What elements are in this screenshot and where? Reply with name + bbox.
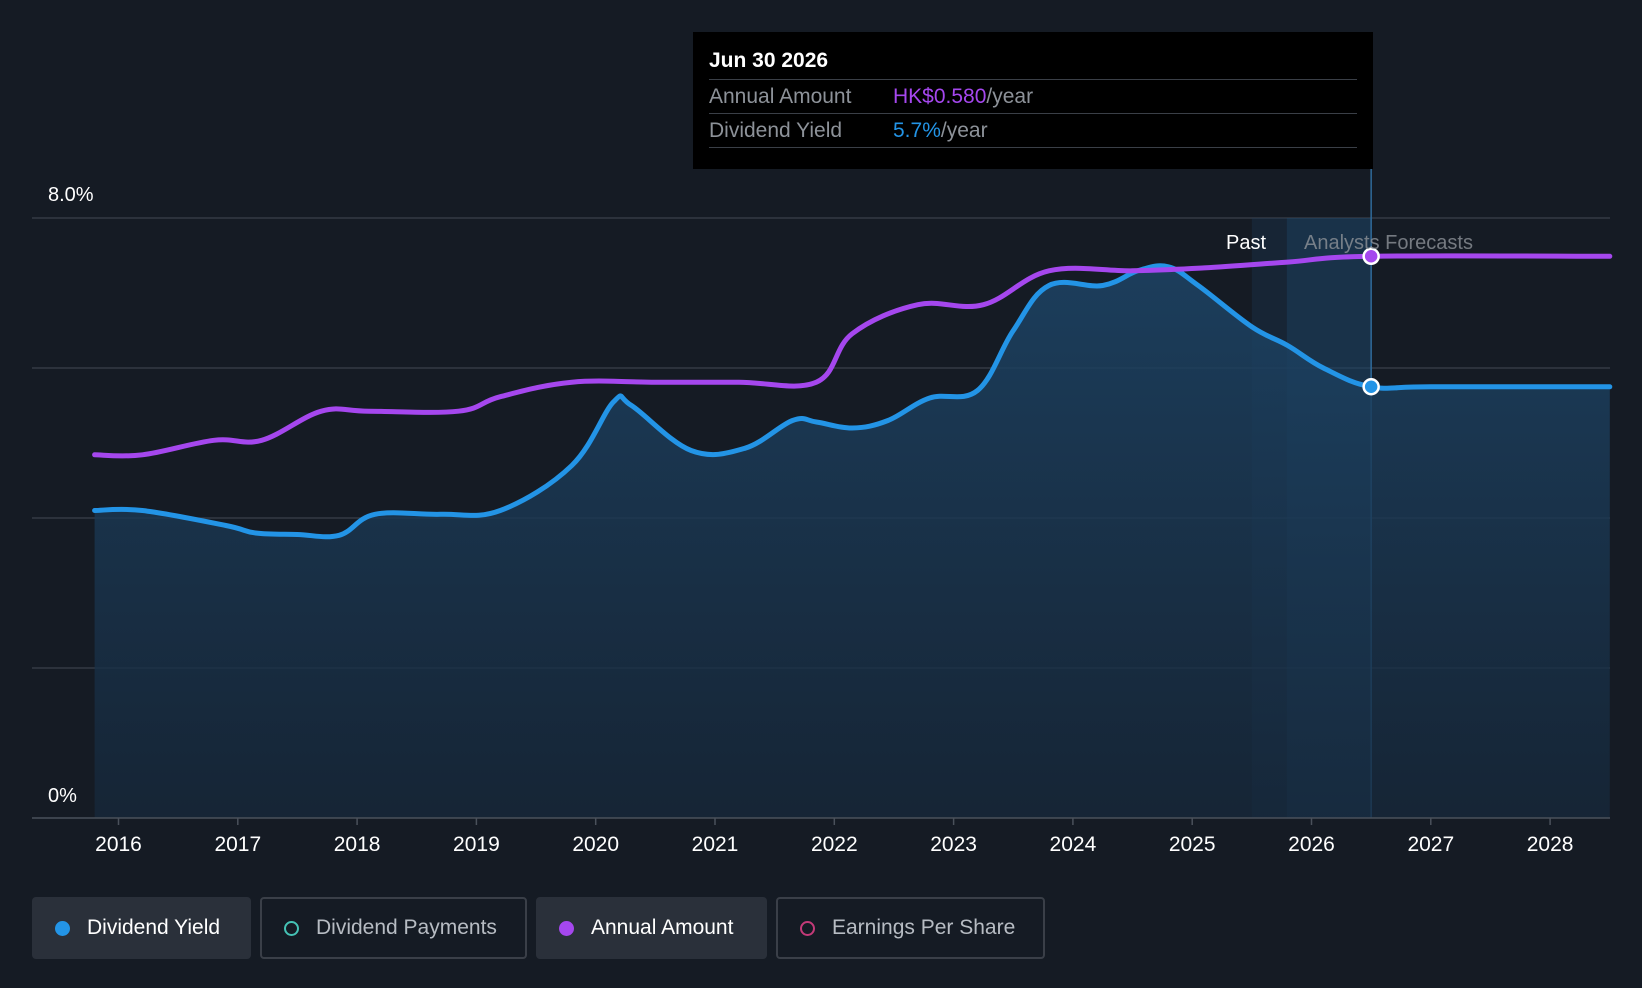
legend-label: Annual Amount — [591, 916, 734, 939]
tooltip-yield-value: 5.7% — [893, 119, 941, 142]
legend-dividend-payments[interactable]: Dividend Payments — [260, 897, 527, 959]
earnings-per-share-ring-icon — [800, 920, 815, 936]
x-tick-label: 2018 — [334, 833, 381, 856]
tooltip-annual-row: Annual Amount HK$0.580 /year — [709, 79, 1357, 113]
yield-area — [94, 265, 1610, 818]
x-tick-label: 2022 — [811, 833, 858, 856]
x-tick-label: 2023 — [930, 833, 977, 856]
dividend-yield-line — [92, 263, 1613, 540]
tooltip-date: Jun 30 2026 — [709, 49, 829, 72]
legend-earnings-per-share[interactable]: Earnings Per Share — [776, 897, 1045, 959]
x-tick-label: 2017 — [214, 833, 261, 856]
tooltip-yield-row: Dividend Yield 5.7% /year — [709, 113, 1357, 148]
annual-amount-line — [92, 253, 1613, 459]
dividend-yield-dot-icon — [55, 920, 70, 936]
legend: Dividend Yield Dividend Payments Annual … — [32, 897, 1045, 959]
annual-amount-dot-icon — [559, 920, 574, 936]
x-tick-label: 2027 — [1407, 833, 1454, 856]
x-axis: 2016 2017 2018 2019 2020 2021 2022 2023 2024 2025… — [32, 817, 1610, 856]
forecast-label: Analysts Forecasts — [1304, 232, 1473, 254]
yield-hover-marker — [1362, 378, 1380, 396]
y-tick-label-top: 8.0% — [48, 184, 94, 206]
dividend-payments-ring-icon — [284, 920, 299, 936]
tooltip-annual-label: Annual Amount — [709, 85, 852, 108]
legend-label: Earnings Per Share — [832, 916, 1016, 939]
past-label: Past — [1226, 232, 1266, 254]
series-lines — [92, 253, 1613, 540]
yield-area-fill — [94, 265, 1610, 818]
y-tick-label-bottom: 0% — [48, 785, 77, 807]
legend-annual-amount[interactable]: Annual Amount — [536, 897, 767, 959]
tooltip-annual-value: HK$0.580 — [893, 85, 987, 108]
tooltip: Jun 30 2026 Annual Amount HK$0.580 /year… — [693, 32, 1373, 169]
x-tick-label: 2024 — [1050, 833, 1097, 856]
tooltip-yield-label: Dividend Yield — [709, 119, 843, 142]
x-tick-label: 2026 — [1288, 833, 1335, 856]
amount-hover-marker — [1362, 247, 1380, 266]
tooltip-annual-unit: /year — [986, 85, 1034, 108]
x-tick-label: 2021 — [692, 833, 739, 856]
legend-dividend-yield[interactable]: Dividend Yield — [32, 897, 251, 959]
legend-label: Dividend Payments — [316, 916, 497, 939]
hover-markers — [1362, 247, 1380, 396]
x-tick-label: 2019 — [453, 833, 500, 856]
legend-label: Dividend Yield — [87, 916, 221, 939]
tooltip-yield-unit: /year — [940, 119, 988, 142]
x-tick-label: 2016 — [95, 833, 142, 856]
x-tick-label: 2028 — [1527, 833, 1574, 856]
x-tick-label: 2020 — [572, 833, 619, 856]
x-tick-label: 2025 — [1169, 833, 1216, 856]
